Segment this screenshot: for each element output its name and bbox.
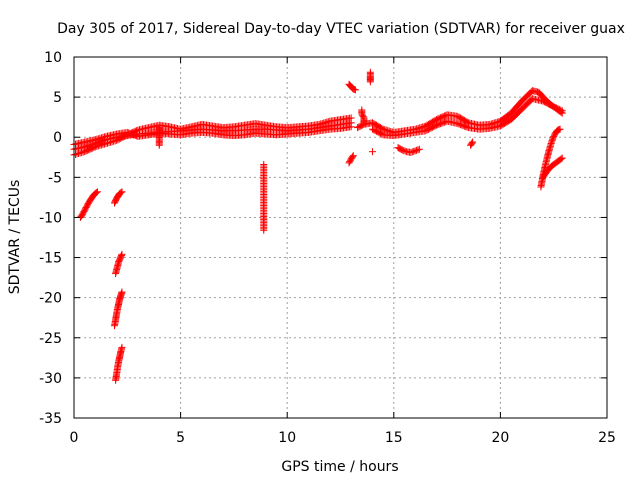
data-point — [92, 189, 100, 197]
data-point — [463, 123, 471, 131]
data-point — [414, 146, 422, 154]
plot-frame — [73, 56, 608, 419]
data-point — [555, 105, 563, 113]
chart-title: Day 305 of 2017, Sidereal Day-to-day VTE… — [57, 21, 625, 37]
data-point — [408, 148, 416, 156]
data-point — [349, 152, 357, 160]
data-point — [118, 343, 126, 351]
y-tick-label: -20 — [39, 291, 62, 307]
data-point — [553, 104, 561, 112]
y-tick-label: -10 — [39, 210, 62, 226]
data-point — [400, 147, 408, 155]
data-point — [368, 148, 376, 156]
data-point — [553, 127, 561, 135]
x-tick-label: 20 — [491, 430, 509, 446]
x-tick-label: 25 — [598, 430, 616, 446]
data-point — [349, 153, 357, 161]
data-point — [347, 123, 355, 131]
data-point — [407, 148, 415, 156]
data-point — [155, 141, 163, 149]
data-point — [260, 226, 268, 234]
data-point — [93, 188, 101, 196]
y-tick-labels: 10 5 0 -5 -10 -15 -20 -25 -30 -35 — [39, 50, 62, 427]
y-tick-label: 10 — [44, 50, 62, 66]
x-tick-label: 5 — [176, 430, 185, 446]
data-marks — [70, 68, 566, 384]
data-point — [411, 147, 419, 155]
data-point — [378, 130, 386, 138]
data-point — [469, 138, 477, 146]
y-tick-label: -30 — [39, 371, 62, 387]
data-point — [118, 250, 126, 258]
data-point — [550, 103, 558, 111]
data-point — [117, 189, 125, 197]
data-point — [401, 147, 409, 155]
data-point — [558, 107, 566, 115]
axis-ticks — [73, 56, 608, 419]
y-axis-label: SDTVAR / TECUs — [7, 180, 23, 295]
grid — [74, 57, 607, 418]
x-tick-label: 0 — [70, 430, 79, 446]
y-tick-label: -5 — [48, 170, 62, 186]
x-axis-label: GPS time / hours — [281, 459, 398, 475]
data-point — [347, 114, 355, 122]
data-point — [118, 288, 126, 296]
data-point — [117, 252, 125, 260]
data-point — [557, 155, 565, 163]
y-tick-label: -35 — [39, 411, 62, 427]
data-point — [468, 139, 476, 147]
data-point — [410, 147, 418, 155]
data-point — [557, 106, 565, 114]
data-point — [118, 188, 126, 196]
data-point — [551, 103, 559, 111]
data-point — [351, 86, 359, 94]
data-point — [349, 84, 357, 92]
y-tick-label: -15 — [39, 251, 62, 267]
data-point — [398, 146, 406, 154]
data-point — [415, 145, 423, 153]
data-point — [366, 78, 374, 86]
x-tick-label: 15 — [385, 430, 403, 446]
data-point — [90, 143, 98, 151]
x-tick-labels: 0 5 10 15 20 25 — [70, 430, 616, 446]
data-point — [556, 125, 564, 133]
y-tick-label: 5 — [53, 90, 62, 106]
data-point — [554, 105, 562, 113]
y-tick-label: -25 — [39, 331, 62, 347]
data-point — [413, 146, 421, 154]
data-point — [558, 154, 566, 162]
y-tick-label: 0 — [53, 130, 62, 146]
x-tick-label: 10 — [278, 430, 296, 446]
